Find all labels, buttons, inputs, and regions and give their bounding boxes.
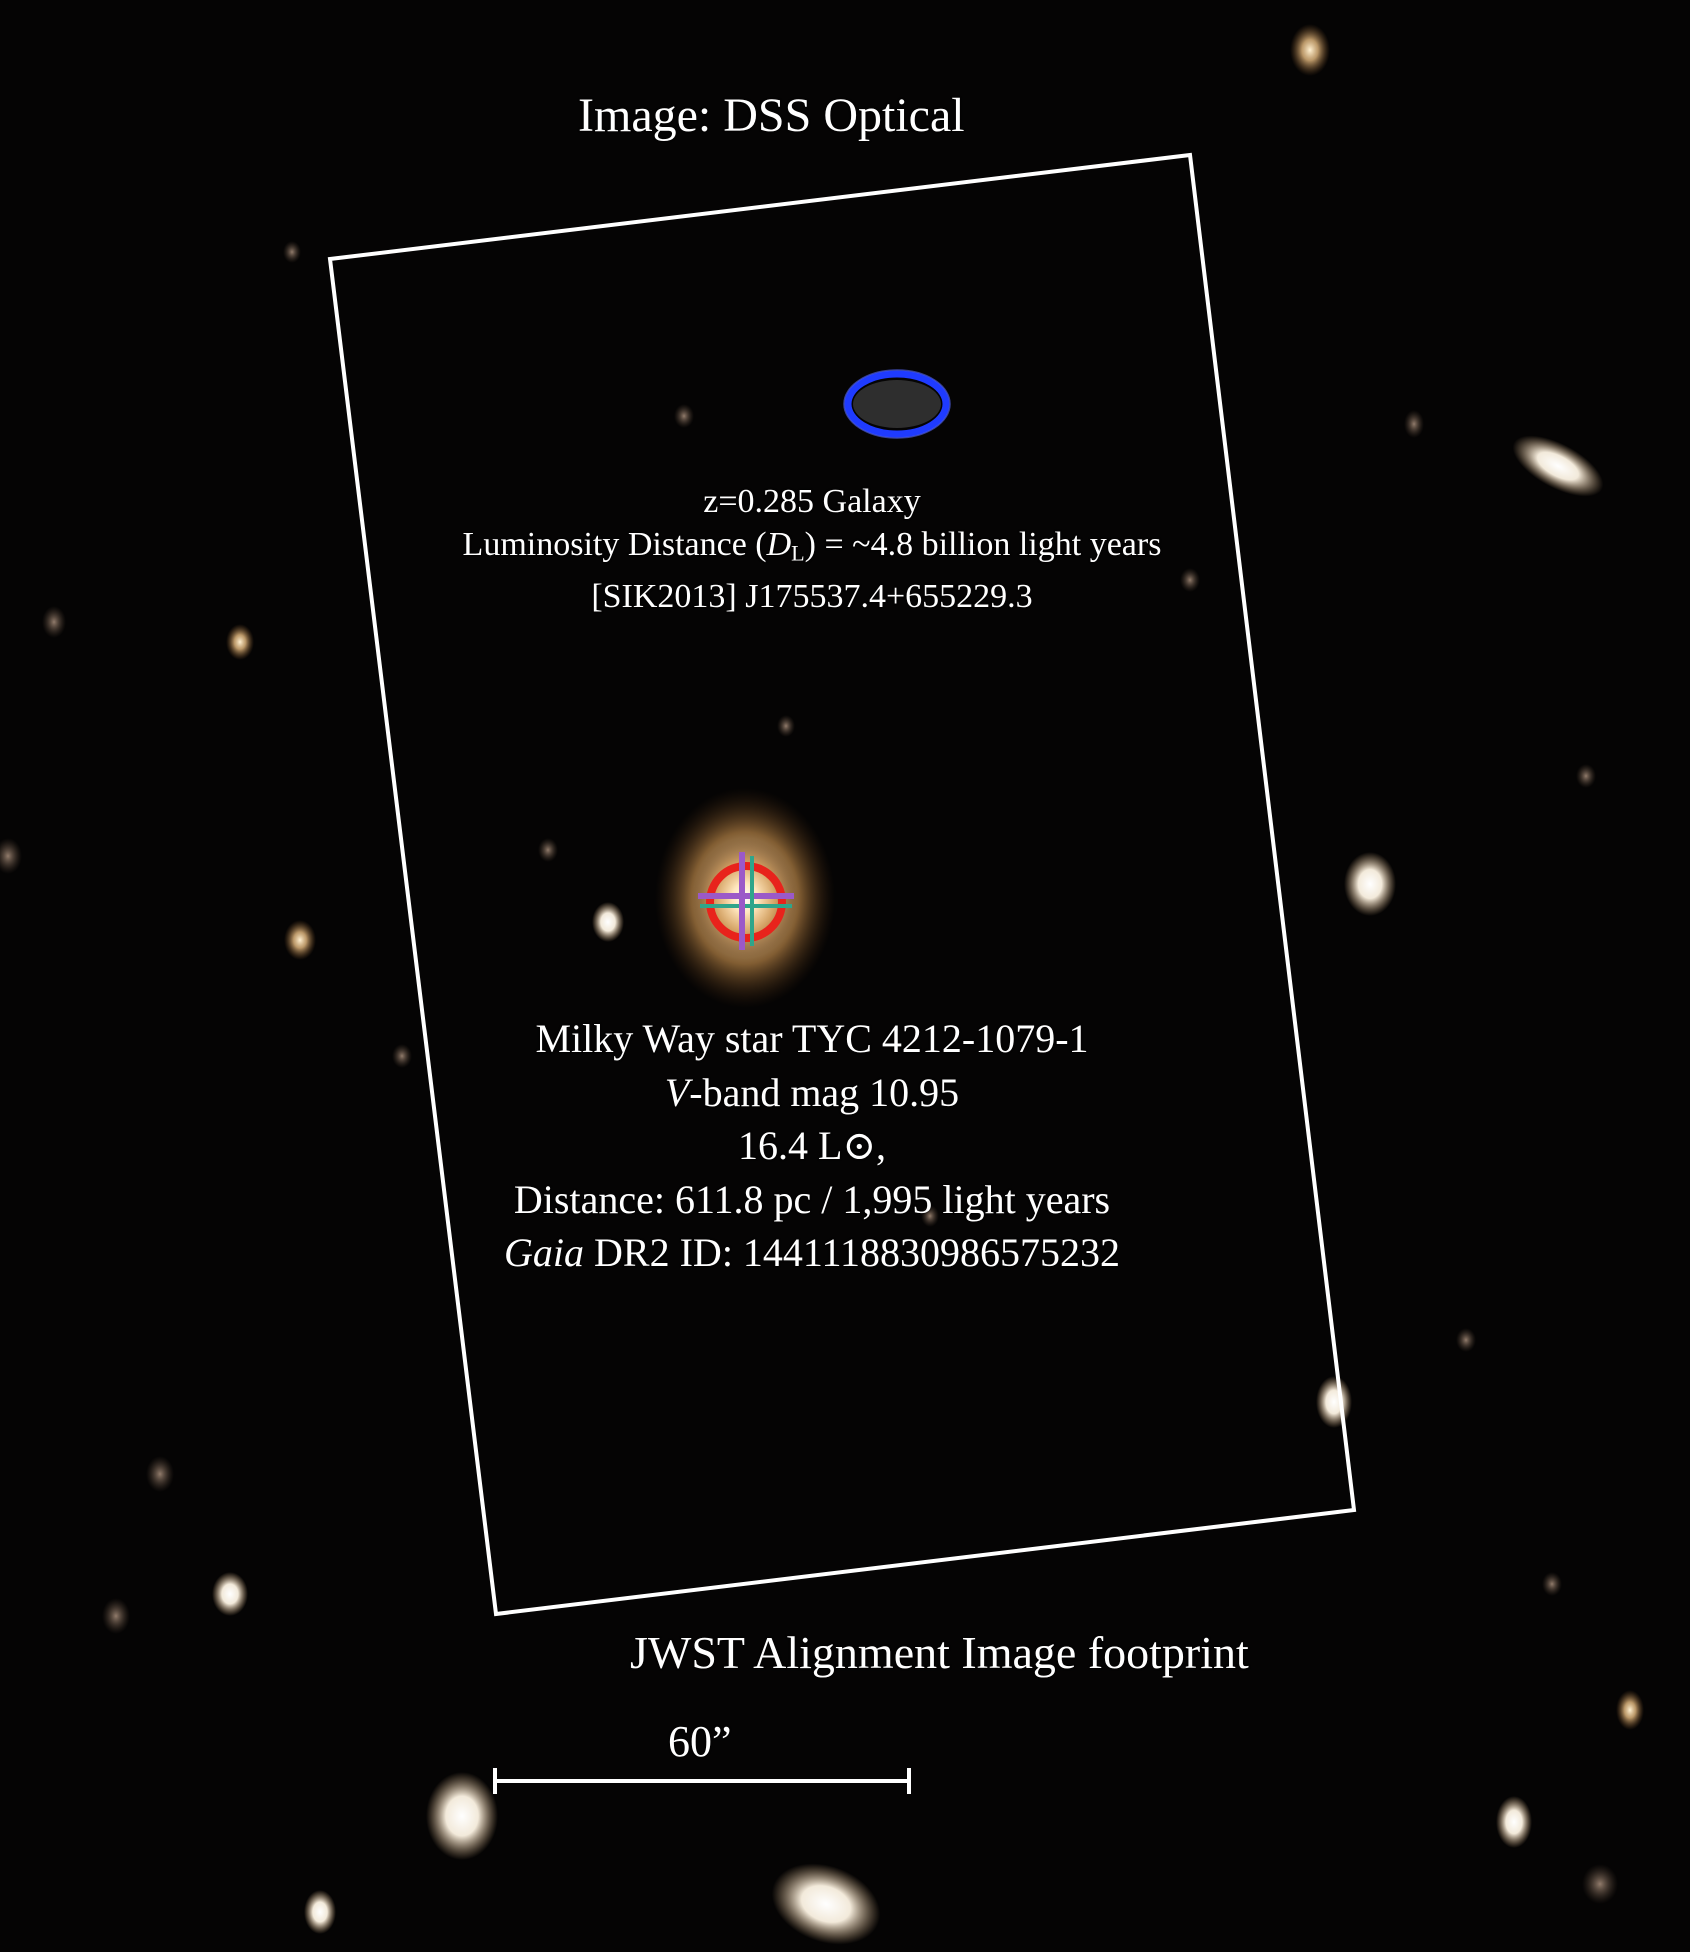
star bbox=[592, 902, 624, 942]
image-title: Image: DSS Optical bbox=[578, 89, 965, 142]
star bbox=[212, 1572, 248, 1616]
star bbox=[1344, 852, 1396, 916]
star bbox=[771, 1863, 881, 1945]
galaxy-annotation: z=0.285 Galaxy Luminosity Distance (DL) … bbox=[463, 480, 1162, 618]
star bbox=[921, 1205, 939, 1227]
star-magnitude: V-band mag 10.95 bbox=[664, 1069, 960, 1115]
star bbox=[226, 624, 254, 660]
star bbox=[538, 838, 558, 862]
footprint-label: JWST Alignment Image footprint bbox=[630, 1627, 1249, 1678]
star bbox=[1290, 24, 1330, 76]
star bbox=[1542, 1572, 1562, 1596]
star-luminosity: 16.4 L⊙, bbox=[738, 1123, 886, 1168]
galaxy-marker bbox=[843, 369, 951, 439]
scale-bar bbox=[493, 1768, 911, 1794]
background-stars bbox=[0, 24, 1644, 1945]
galaxy-redshift: z=0.285 Galaxy bbox=[703, 483, 921, 520]
star bbox=[1616, 1690, 1644, 1730]
star bbox=[392, 1044, 412, 1068]
star bbox=[1576, 764, 1596, 788]
star bbox=[146, 1456, 174, 1492]
star bbox=[1496, 1796, 1532, 1848]
jwst-footprint bbox=[327, 152, 1357, 1617]
star-distance: Distance: 611.8 pc / 1,995 light years bbox=[513, 1176, 1111, 1222]
scale-bar-label: 60” bbox=[668, 1717, 732, 1766]
star bbox=[1404, 410, 1424, 438]
star bbox=[283, 241, 301, 263]
target-star bbox=[655, 788, 835, 1008]
target-circle bbox=[706, 862, 786, 942]
star bbox=[777, 715, 795, 737]
star bbox=[1180, 568, 1200, 592]
galaxy-identifier: [SIK2013] J175537.4+655229.3 bbox=[591, 577, 1033, 615]
star bbox=[1316, 1376, 1352, 1428]
star bbox=[674, 404, 694, 428]
star bbox=[42, 606, 66, 638]
star-name: Milky Way star TYC 4212-1079-1 bbox=[535, 1016, 1089, 1061]
star bbox=[102, 1598, 130, 1634]
star-annotation: Milky Way star TYC 4212-1079-1 V-band ma… bbox=[504, 1012, 1120, 1280]
galaxy-luminosity-distance: Luminosity Distance (DL) = ~4.8 billion … bbox=[462, 526, 1162, 566]
star bbox=[1456, 1328, 1476, 1352]
star bbox=[1582, 1864, 1618, 1904]
star bbox=[1512, 435, 1604, 497]
star bbox=[304, 1890, 336, 1934]
star bbox=[0, 838, 22, 874]
star bbox=[284, 920, 316, 960]
star-gaia-id: Gaia DR2 ID: 1441118830986575232 bbox=[504, 1230, 1120, 1275]
star bbox=[426, 1772, 498, 1860]
